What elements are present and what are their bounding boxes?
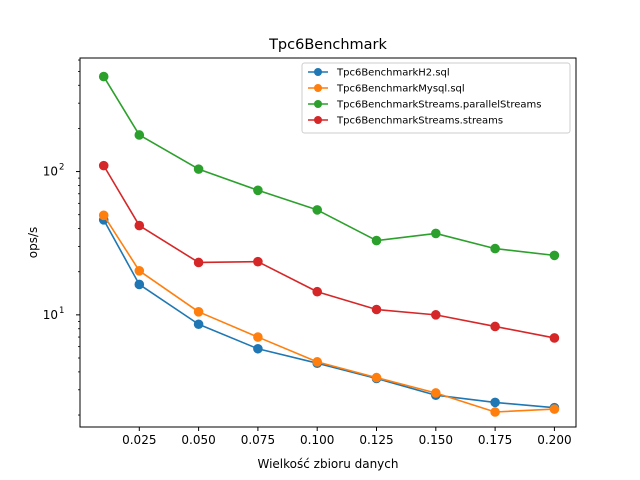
data-point bbox=[490, 397, 500, 408]
data-point bbox=[134, 265, 145, 276]
x-tick-label: 0.200 bbox=[537, 433, 571, 447]
x-axis-label: Wielkość zbioru danych bbox=[257, 457, 398, 471]
legend-label: Tpc6BenchmarkMysql.sql bbox=[336, 84, 465, 95]
x-axis: 0.025 0.050 0.075 0.100 0.125 0.150 0.175 0.200 bbox=[122, 427, 572, 447]
data-point bbox=[253, 256, 263, 267]
data-point bbox=[98, 71, 109, 82]
data-point bbox=[371, 372, 382, 383]
chart-title: Tpc6Benchmark bbox=[268, 37, 387, 53]
x-tick-label: 0.075 bbox=[241, 433, 275, 447]
data-point bbox=[98, 210, 109, 221]
data-point bbox=[253, 343, 263, 354]
legend-marker bbox=[314, 68, 322, 76]
data-point bbox=[431, 228, 441, 239]
legend-label: Tpc6BenchmarkH2.sql bbox=[336, 68, 450, 79]
data-point bbox=[193, 257, 204, 268]
legend-label: Tpc6BenchmarkStreams.parallelStreams bbox=[336, 100, 541, 111]
data-point bbox=[490, 243, 500, 254]
data-point bbox=[98, 160, 109, 171]
data-point bbox=[549, 250, 560, 261]
legend-label: Tpc6BenchmarkStreams.streams bbox=[336, 116, 503, 127]
data-point bbox=[549, 333, 560, 343]
data-point bbox=[134, 279, 145, 290]
x-tick-label: 0.025 bbox=[122, 433, 156, 447]
data-point bbox=[312, 205, 323, 215]
data-point bbox=[312, 286, 323, 297]
y-tick-label: 10 bbox=[43, 308, 58, 322]
data-point bbox=[253, 332, 263, 342]
legend-box bbox=[301, 62, 571, 134]
x-tick-label: 0.125 bbox=[359, 433, 393, 447]
data-point bbox=[134, 130, 145, 140]
data-point bbox=[193, 319, 204, 330]
legend-marker bbox=[314, 84, 322, 92]
legend-marker bbox=[314, 100, 322, 108]
data-point bbox=[431, 310, 441, 320]
legend: Tpc6BenchmarkH2.sql Tpc6BenchmarkMysql.sq… bbox=[301, 62, 571, 134]
data-point bbox=[253, 185, 263, 196]
data-point bbox=[490, 321, 500, 332]
data-point bbox=[371, 235, 382, 246]
data-point bbox=[134, 220, 145, 231]
data-point bbox=[371, 304, 382, 315]
plot-area bbox=[98, 71, 560, 417]
x-tick-label: 0.175 bbox=[478, 433, 512, 447]
y-axis-label: ops/s bbox=[26, 227, 40, 259]
data-point bbox=[193, 307, 204, 317]
axes-frame bbox=[79, 57, 577, 428]
y-tick-exponent: 2 bbox=[59, 163, 64, 173]
data-point bbox=[490, 407, 500, 417]
data-point bbox=[431, 388, 441, 398]
x-tick-label: 0.050 bbox=[181, 433, 215, 447]
data-point bbox=[312, 357, 323, 367]
data-point bbox=[549, 404, 560, 414]
x-tick-label: 0.100 bbox=[300, 433, 334, 447]
legend-marker bbox=[314, 116, 322, 124]
x-tick-label: 0.150 bbox=[419, 433, 453, 447]
y-tick-label: 10 bbox=[43, 165, 58, 179]
y-tick-exponent: 1 bbox=[59, 306, 64, 316]
data-point bbox=[193, 164, 204, 174]
